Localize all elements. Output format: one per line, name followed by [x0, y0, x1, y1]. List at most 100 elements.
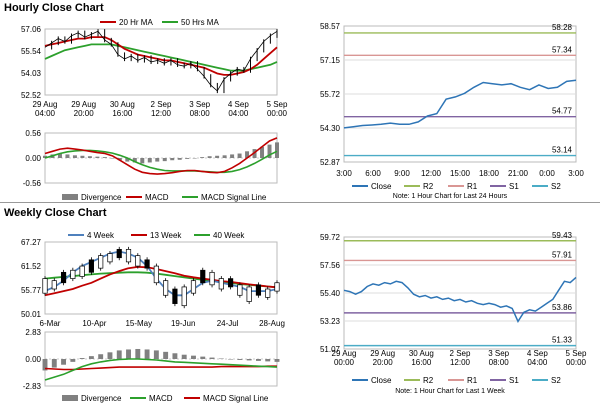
weekly-close-chart: 59.72 57.56 55.40 53.23 51.07 59.43 57.91 53.86…	[320, 231, 587, 395]
legend-label: 4 Week	[87, 231, 115, 240]
divergence-bar	[170, 158, 175, 161]
weekly-close-y-tick-label: 53.23	[320, 317, 341, 326]
divergence-bar	[185, 158, 190, 159]
hourly-price-x-tick-label: 04:00	[35, 109, 56, 118]
ma-20-line	[44, 36, 278, 76]
divergence-bar	[144, 349, 150, 359]
divergence-bar	[255, 359, 261, 361]
divergence-bar	[228, 359, 234, 360]
legend-label: 50 Hrs MA	[181, 18, 219, 27]
candle-body	[98, 255, 104, 269]
hourly-close-close-line	[343, 79, 577, 129]
divergence-bar	[222, 155, 227, 158]
hourly-price-x-tick-label: 04:00	[228, 109, 249, 118]
candle-body	[237, 284, 243, 296]
divergence-bar	[275, 142, 279, 158]
divergence-bar	[246, 359, 252, 361]
candle-body	[255, 284, 262, 296]
weekly-section-title: Weekly Close Chart	[4, 207, 107, 219]
hourly-price-x-tick-label: 29 Aug	[71, 100, 96, 109]
candle-body	[246, 286, 252, 302]
macd-signal-line	[44, 365, 277, 371]
weekly-price-y-tick-label: 55.77	[21, 286, 42, 295]
weekly-close-x-tick-label: 4 Sep	[527, 349, 548, 358]
weekly-price-y-tick-label: 61.52	[21, 262, 42, 271]
hourly-close-x-tick-label: 12:00	[421, 169, 442, 178]
weekly-price-x-tick-label: 24-Jul	[217, 319, 239, 328]
divergence-bar	[237, 359, 243, 360]
weekly-close-x-tick-label: 5 Sep	[566, 349, 587, 358]
hourly-price-x-tick-label: 30 Aug	[110, 100, 135, 109]
weekly-close-x-tick-label: 29 Aug	[332, 349, 357, 358]
candle-body	[172, 288, 178, 304]
weekly-close-y-tick-label: 51.07	[320, 345, 341, 354]
weekly-close-level-label: 51.33	[552, 336, 573, 345]
legend-swatch	[62, 194, 78, 200]
weekly-close-note: Note: 1 Hour Chart for Last 1 Week	[395, 388, 505, 395]
weekly-price-chart: 67.27 61.52 55.77 50.01 4 Week 13 Week 40 Week…	[21, 231, 285, 328]
divergence-bar	[117, 158, 122, 161]
legend-label: Divergence	[81, 394, 122, 403]
hourly-price-y-tick-label: 55.54	[21, 47, 42, 56]
divergence-bar	[72, 155, 77, 158]
hourly-close-x-tick-label: 3:00	[568, 169, 584, 178]
candle-body	[181, 286, 187, 307]
hourly-close-x-tick-label: 3:00	[336, 169, 352, 178]
hourly-price-x-tick-label: 29 Aug	[33, 100, 58, 109]
weekly-close-x-tick-label: 16:00	[411, 358, 432, 367]
hourly-close-x-tick-label: 15:00	[450, 169, 471, 178]
divergence-bar	[200, 157, 205, 158]
ma-50-line	[44, 43, 278, 72]
hourly-price-y-tick-label: 54.03	[21, 69, 42, 78]
divergence-bar	[245, 151, 250, 158]
hourly-close-level-label: 54.77	[552, 107, 573, 116]
weekly-close-level-label: 53.86	[552, 303, 573, 312]
hourly-price-x-tick-label: 12:00	[151, 109, 172, 118]
legend-label: S2	[551, 376, 561, 385]
weekly-close-x-tick-label: 08:00	[489, 358, 510, 367]
divergence-bar	[191, 355, 196, 359]
candle-body	[88, 259, 94, 273]
divergence-bar	[80, 155, 85, 158]
legend-label: MACD	[145, 193, 169, 202]
divergence-bar	[215, 155, 220, 158]
legend-label: Divergence	[81, 193, 122, 202]
divergence-bar	[192, 158, 197, 159]
divergence-bar	[132, 158, 137, 163]
divergence-bar	[65, 154, 70, 158]
divergence-bar	[70, 359, 76, 362]
divergence-bar	[102, 157, 107, 158]
weekly-close-y-tick-label: 55.40	[320, 289, 341, 298]
divergence-bar	[177, 158, 182, 160]
weekly-close-level-label: 59.43	[552, 231, 573, 240]
weekly-close-level-label: 57.91	[552, 250, 573, 259]
hourly-macd-chart: 0.56 0.00 -0.56 Divergence MACD MACD Signal L…	[23, 129, 279, 202]
hourly-price-chart: 57.06 55.54 54.03 52.52 20 Hr MA 50 Hrs MA 29 …	[21, 18, 288, 118]
hourly-close-chart: 58.57 57.15 55.72 54.30 52.87 58.28 57.34 54.77…	[320, 22, 584, 200]
legend-label: 13 Week	[150, 231, 182, 240]
weekly-close-x-tick-label: 30 Aug	[409, 349, 434, 358]
candle-body	[79, 265, 85, 277]
divergence-bar	[57, 153, 62, 158]
divergence-bar	[209, 357, 215, 359]
weekly-close-x-tick-label: 00:00	[334, 358, 355, 367]
legend-label: Close	[371, 182, 392, 191]
legend-label: R2	[423, 376, 434, 385]
macd-line	[44, 358, 278, 381]
legend-label: S1	[509, 182, 519, 191]
legend-label: MACD	[149, 394, 173, 403]
candle-body	[163, 280, 169, 296]
hourly-close-y-tick-label: 57.15	[320, 56, 341, 65]
weekly-close-x-tick-label: 20:00	[373, 358, 394, 367]
divergence-bar	[207, 156, 212, 158]
candle-body	[135, 255, 141, 267]
candle-body	[51, 280, 57, 290]
weekly-price-x-tick-label: 28-Aug	[259, 319, 285, 328]
weekly-close-x-tick-label: 3 Sep	[488, 349, 509, 358]
hourly-close-x-tick-label: 18:00	[479, 169, 500, 178]
weekly-close-x-tick-label: 2 Sep	[450, 349, 471, 358]
divergence-bar	[230, 154, 235, 158]
divergence-bar	[116, 350, 122, 359]
divergence-bar	[147, 158, 152, 163]
candle-body	[125, 249, 132, 263]
